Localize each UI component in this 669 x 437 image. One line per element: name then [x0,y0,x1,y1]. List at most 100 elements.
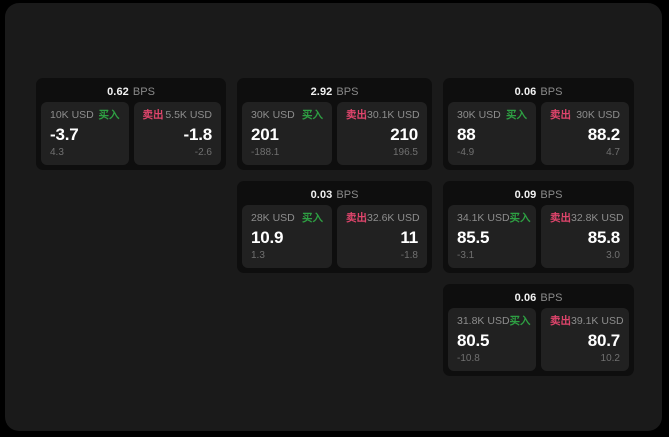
card-panels: 10K USD 买入 -3.7 4.3 卖出 5.5K USD -1.8 -2.… [41,102,221,165]
sell-panel-header: 卖出 30K USD [550,110,620,121]
sell-panel-header: 卖出 5.5K USD [143,110,213,121]
bps-value: 0.09 [514,189,537,201]
app-surface: 0.62 BPS 10K USD 买入 -3.7 4.3 卖出 [5,3,662,431]
buy-price: 10.9 [251,227,284,247]
quote-card[interactable]: 0.62 BPS 10K USD 买入 -3.7 4.3 卖出 [36,78,226,170]
sell-delta: -2.6 [194,147,212,158]
quote-card[interactable]: 0.06 BPS 31.8K USD 买入 80.5 -10.8 卖 [443,284,634,376]
bps-value: 0.03 [310,189,333,201]
sell-panel-header: 卖出 32.8K USD [550,213,624,224]
quote-card-board: 0.62 BPS 10K USD 买入 -3.7 4.3 卖出 [36,78,636,376]
sell-panel[interactable]: 卖出 32.8K USD 85.8 3.0 [541,205,629,268]
card-panels: 34.1K USD 买入 85.5 -3.1 卖出 32.8K USD 85.8… [448,205,629,268]
sell-panel[interactable]: 卖出 5.5K USD -1.8 -2.6 [133,102,221,165]
buy-delta: -10.8 [457,353,480,364]
buy-side-label: 买入 [98,109,120,121]
sell-delta: 4.7 [606,147,620,158]
quote-card[interactable]: 0.03 BPS 28K USD 买入 10.9 1.3 卖出 [237,181,432,273]
sell-panel-header: 卖出 39.1K USD [550,315,624,327]
card-column-3: 0.06 BPS 30K USD 买入 88 -4.9 卖出 [443,78,634,376]
sell-delta: 10.2 [600,353,620,364]
buy-side-label: 买入 [302,109,323,121]
sell-size-label: 39.1K USD [571,315,624,327]
bps-value: 0.06 [514,86,537,98]
sell-delta: 3.0 [606,250,620,261]
card-panels: 28K USD 买入 10.9 1.3 卖出 32.6K USD 11 -1.8 [242,205,427,268]
sell-side-label: 卖出 [346,212,367,224]
sell-panel[interactable]: 卖出 30.1K USD 210 196.5 [337,102,427,165]
sell-size-label: 30.1K USD [367,109,420,121]
sell-price: 210 [390,124,418,144]
buy-panel-header: 30K USD 买入 [251,110,323,121]
buy-side-label: 买入 [509,315,531,327]
buy-panel-header: 28K USD 买入 [251,213,323,224]
buy-size-label: 31.8K USD [457,315,510,327]
quote-card[interactable]: 0.06 BPS 30K USD 买入 88 -4.9 卖出 [443,78,634,170]
bps-unit: BPS [132,86,155,98]
bps-unit: BPS [540,189,563,201]
buy-price: -3.7 [50,124,79,144]
sell-price: -1.8 [183,124,213,144]
sell-size-label: 32.6K USD [367,212,420,224]
card-column-1: 0.62 BPS 10K USD 买入 -3.7 4.3 卖出 [36,78,226,170]
bps-value: 2.92 [310,86,333,98]
quote-card[interactable]: 0.09 BPS 34.1K USD 买入 85.5 -3.1 卖出 [443,181,634,273]
sell-side-label: 卖出 [550,109,571,121]
sell-panel-header: 卖出 32.6K USD [346,212,420,224]
buy-panel[interactable]: 34.1K USD 买入 85.5 -3.1 [448,205,536,268]
card-header: 2.92 BPS [242,83,427,102]
sell-delta: -1.8 [400,250,418,261]
buy-size-label: 30K USD [457,109,501,121]
bps-value: 0.62 [107,86,129,98]
buy-price: 80.5 [457,330,490,350]
card-header: 0.09 BPS [448,186,629,205]
buy-size-label: 10K USD [50,109,94,121]
bps-unit: BPS [540,86,563,98]
buy-delta: 4.3 [50,147,64,158]
bps-unit: BPS [540,292,563,304]
card-column-2: 2.92 BPS 30K USD 买入 201 -188.1 卖出 [237,78,432,273]
bps-unit: BPS [336,86,359,98]
sell-side-label: 卖出 [550,315,571,327]
sell-price: 11 [400,227,418,247]
buy-panel-header: 34.1K USD 买入 [457,213,531,224]
sell-delta: 196.5 [392,147,418,158]
buy-side-label: 买入 [302,212,323,224]
buy-panel[interactable]: 30K USD 买入 88 -4.9 [448,102,536,165]
sell-price: 88.2 [587,124,620,144]
sell-panel[interactable]: 卖出 39.1K USD 80.7 10.2 [541,308,629,371]
card-panels: 30K USD 买入 88 -4.9 卖出 30K USD 88.2 4.7 [448,102,629,165]
card-header: 0.62 BPS [41,83,221,102]
sell-size-label: 5.5K USD [165,109,212,121]
card-header: 0.06 BPS [448,83,629,102]
buy-panel[interactable]: 28K USD 买入 10.9 1.3 [242,205,332,268]
buy-size-label: 28K USD [251,212,295,224]
buy-panel[interactable]: 31.8K USD 买入 80.5 -10.8 [448,308,536,371]
quote-card[interactable]: 2.92 BPS 30K USD 买入 201 -188.1 卖出 [237,78,432,170]
buy-panel[interactable]: 30K USD 买入 201 -188.1 [242,102,332,165]
bps-unit: BPS [336,189,359,201]
buy-delta: -3.1 [457,250,475,261]
sell-panel-header: 卖出 30.1K USD [346,109,420,121]
buy-panel-header: 30K USD 买入 [457,110,527,121]
sell-side-label: 卖出 [346,109,367,121]
card-panels: 31.8K USD 买入 80.5 -10.8 卖出 39.1K USD 80.… [448,308,629,371]
sell-size-label: 32.8K USD [571,212,624,224]
buy-side-label: 买入 [506,109,527,121]
sell-side-label: 卖出 [142,109,164,121]
bps-value: 0.06 [514,292,537,304]
buy-price: 88 [457,124,476,144]
buy-side-label: 买入 [509,212,531,224]
buy-price: 201 [251,124,279,144]
sell-size-label: 30K USD [576,109,620,121]
buy-delta: -188.1 [251,147,280,158]
card-header: 0.03 BPS [242,186,427,205]
sell-panel[interactable]: 卖出 30K USD 88.2 4.7 [541,102,629,165]
buy-price: 85.5 [457,227,490,247]
buy-panel[interactable]: 10K USD 买入 -3.7 4.3 [41,102,129,165]
buy-delta: -4.9 [457,147,475,158]
card-panels: 30K USD 买入 201 -188.1 卖出 30.1K USD 210 1… [242,102,427,165]
sell-panel[interactable]: 卖出 32.6K USD 11 -1.8 [337,205,427,268]
card-header: 0.06 BPS [448,289,629,308]
sell-price: 80.7 [587,330,620,350]
